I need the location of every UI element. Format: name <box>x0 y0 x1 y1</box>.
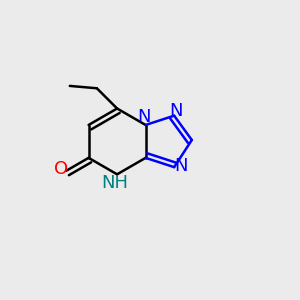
Text: N: N <box>137 108 151 126</box>
Text: NH: NH <box>101 174 128 192</box>
Text: N: N <box>169 101 182 119</box>
Text: O: O <box>54 160 68 178</box>
Text: N: N <box>175 157 188 175</box>
